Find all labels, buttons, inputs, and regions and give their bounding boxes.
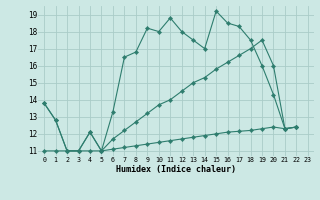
X-axis label: Humidex (Indice chaleur): Humidex (Indice chaleur) bbox=[116, 165, 236, 174]
